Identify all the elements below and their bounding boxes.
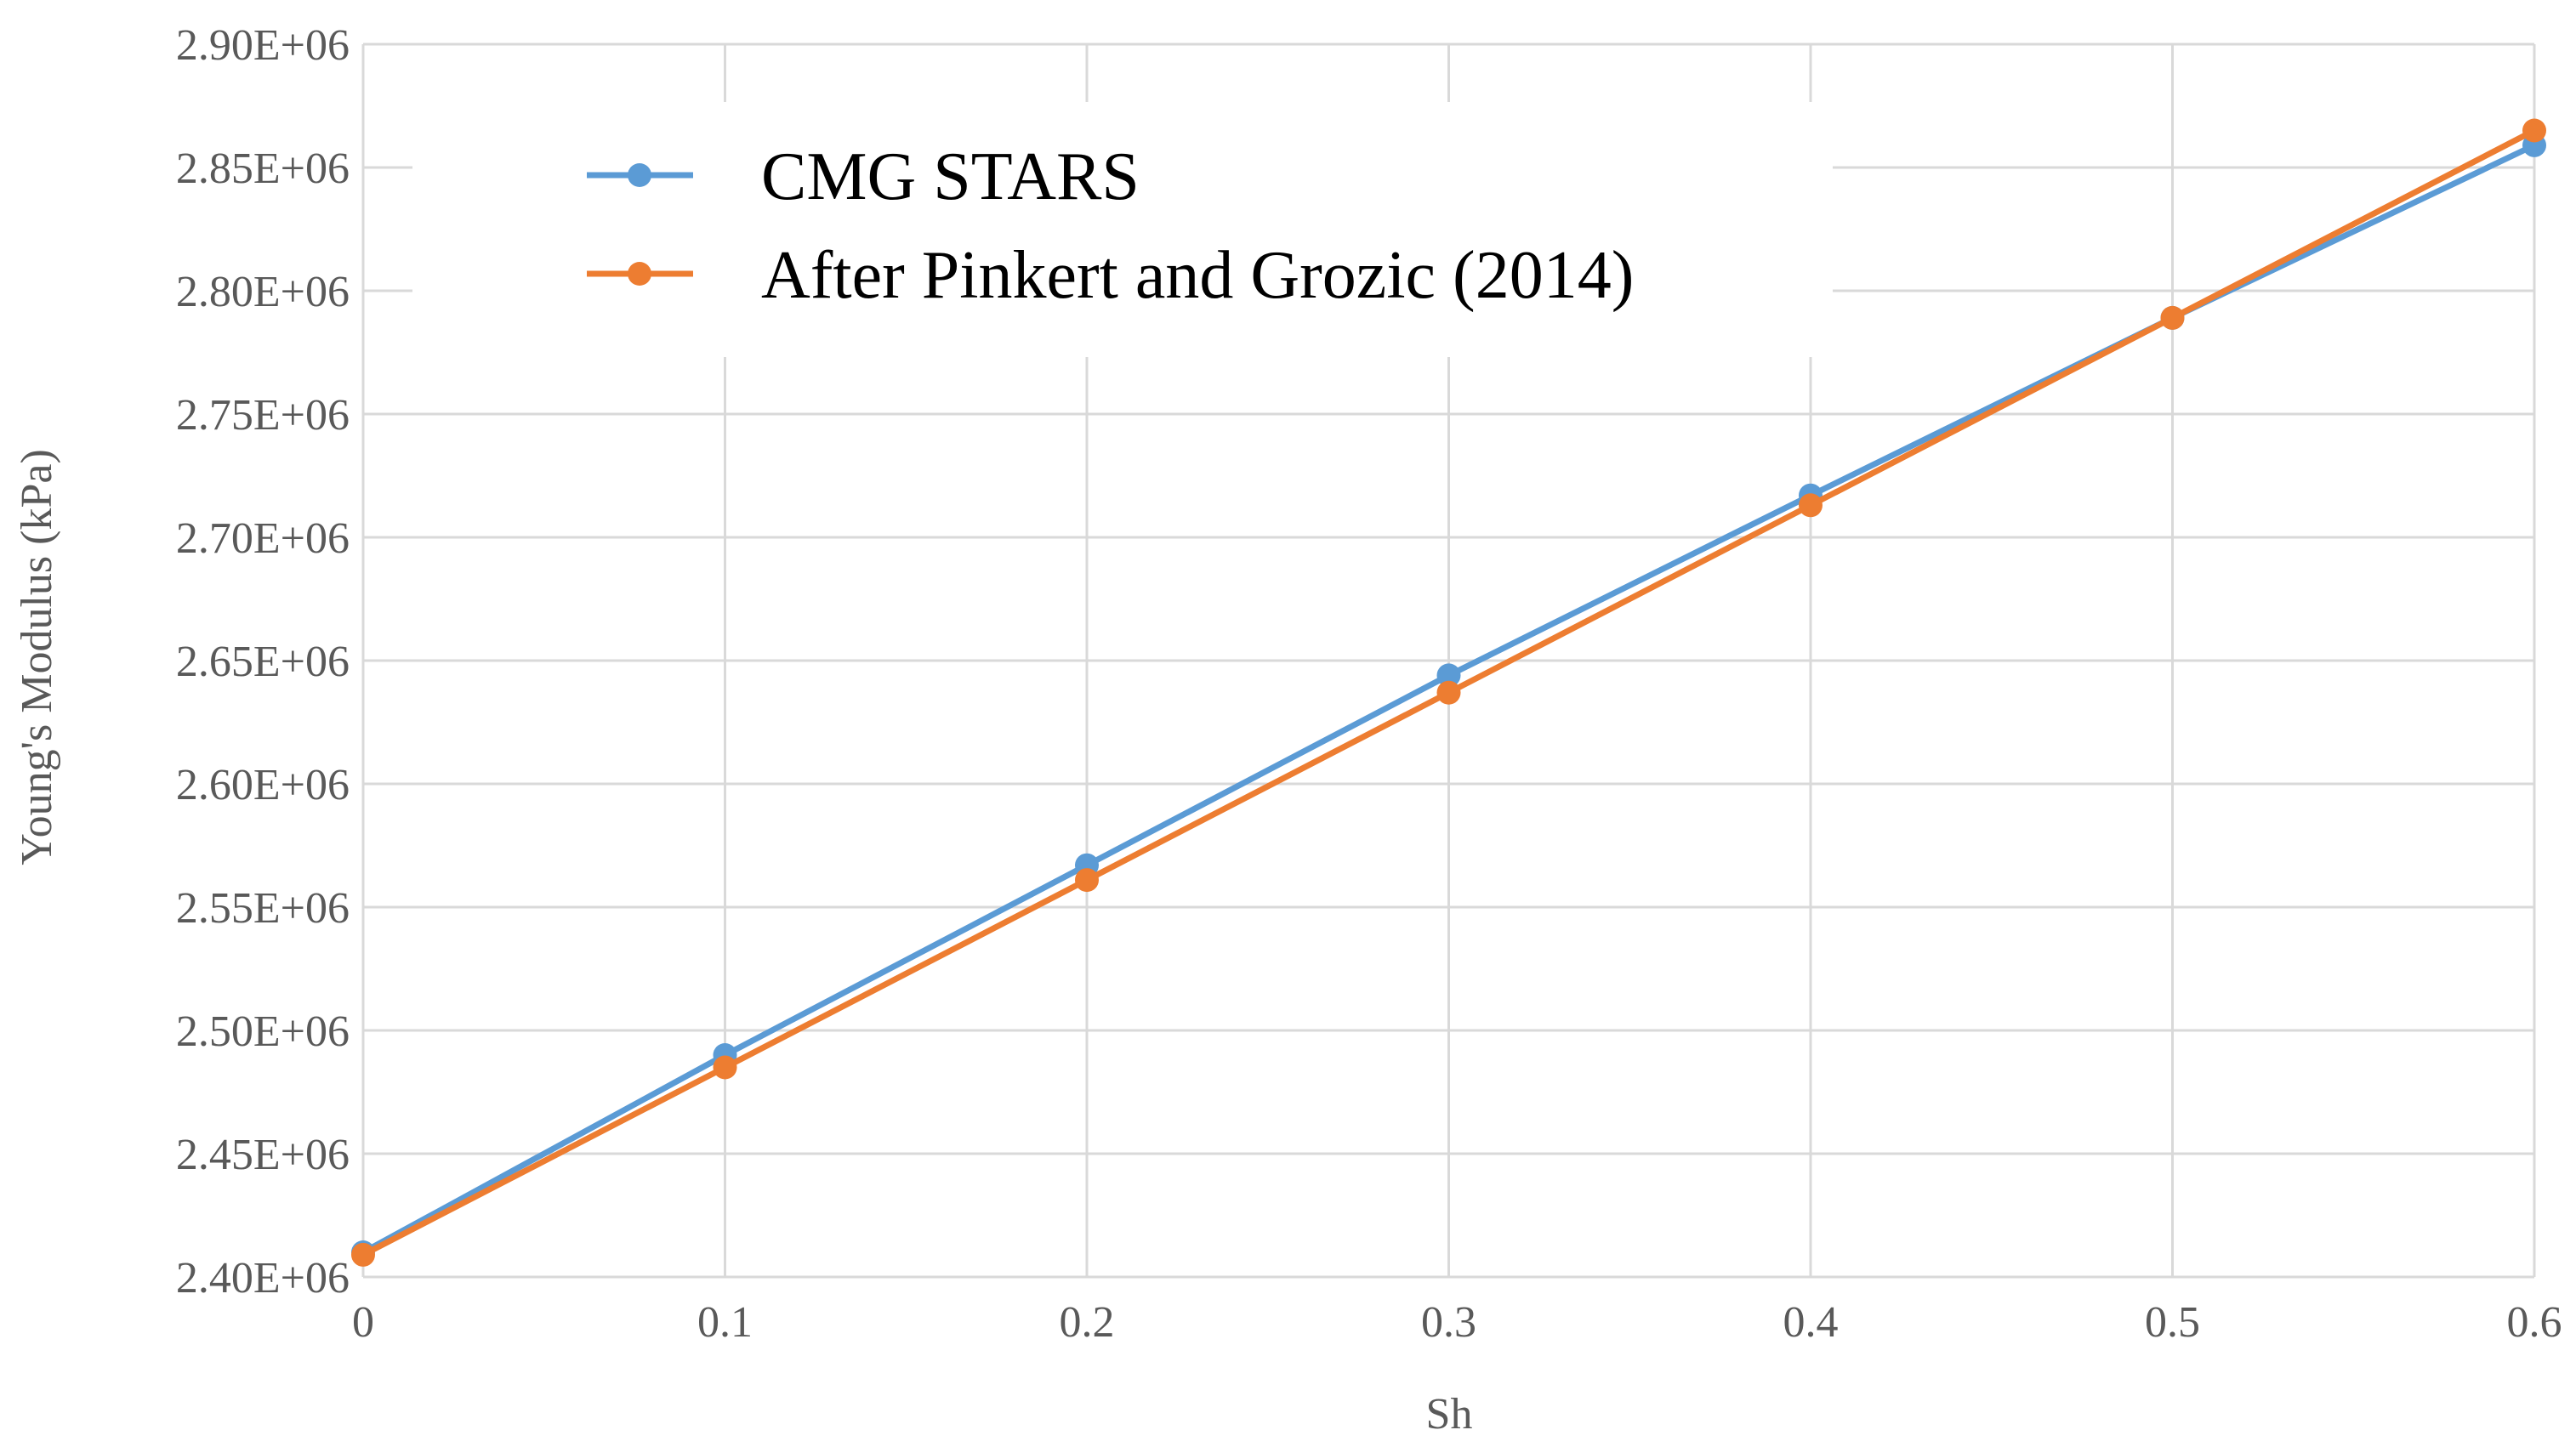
legend-label-pinkert-grozic: After Pinkert and Grozic (2014) — [761, 238, 1634, 313]
series-pinkert-grozic — [351, 118, 2546, 1267]
y-tick-label: 2.65E+06 — [176, 638, 350, 686]
x-tick-label: 0.3 — [1421, 1298, 1476, 1347]
x-axis-tick-labels: 0 0.1 0.2 0.3 0.4 0.5 0.6 — [352, 1298, 2562, 1347]
y-tick-label: 2.90E+06 — [176, 21, 350, 70]
x-tick-label: 0 — [352, 1298, 374, 1347]
x-tick-label: 0.2 — [1060, 1298, 1115, 1347]
legend-background — [412, 102, 1833, 357]
y-tick-label: 2.40E+06 — [176, 1254, 350, 1302]
data-point-pinkert-grozic — [1436, 680, 1461, 705]
y-tick-label: 2.60E+06 — [176, 761, 350, 809]
x-axis-title: Sh — [1426, 1390, 1473, 1438]
data-point-cmg-stars — [1436, 663, 1461, 688]
y-tick-label: 2.50E+06 — [176, 1007, 350, 1056]
y-axis-title: Young's Modulus (kPa) — [13, 449, 61, 865]
data-point-pinkert-grozic — [1799, 493, 1823, 518]
x-tick-label: 0.4 — [1783, 1298, 1839, 1347]
y-tick-label: 2.80E+06 — [176, 268, 350, 316]
y-tick-label: 2.75E+06 — [176, 391, 350, 440]
legend: CMG STARS After Pinkert and Grozic (2014… — [412, 102, 1833, 357]
legend-marker-pinkert-grozic — [628, 262, 651, 286]
x-tick-label: 0.5 — [2145, 1298, 2200, 1347]
y-axis-tick-labels: 2.40E+06 2.45E+06 2.50E+06 2.55E+06 2.60E+06… — [176, 21, 350, 1302]
y-tick-label: 2.85E+06 — [176, 145, 350, 193]
legend-item-pinkert-grozic: After Pinkert and Grozic (2014) — [587, 238, 1634, 313]
y-tick-label: 2.45E+06 — [176, 1131, 350, 1179]
x-tick-label: 0.6 — [2507, 1298, 2562, 1347]
legend-marker-cmg-stars — [628, 163, 651, 187]
data-point-pinkert-grozic — [351, 1242, 375, 1267]
data-point-pinkert-grozic — [2522, 118, 2546, 143]
y-tick-label: 2.55E+06 — [176, 884, 350, 933]
gridlines — [361, 43, 2536, 1279]
data-point-pinkert-grozic — [713, 1055, 737, 1080]
data-point-pinkert-grozic — [1075, 868, 1099, 893]
legend-item-cmg-stars: CMG STARS — [587, 139, 1140, 214]
y-tick-label: 2.70E+06 — [176, 514, 350, 563]
data-point-pinkert-grozic — [2160, 305, 2185, 330]
x-tick-label: 0.1 — [697, 1298, 753, 1347]
series-layer — [351, 118, 2546, 1267]
legend-label-cmg-stars: CMG STARS — [761, 139, 1140, 214]
